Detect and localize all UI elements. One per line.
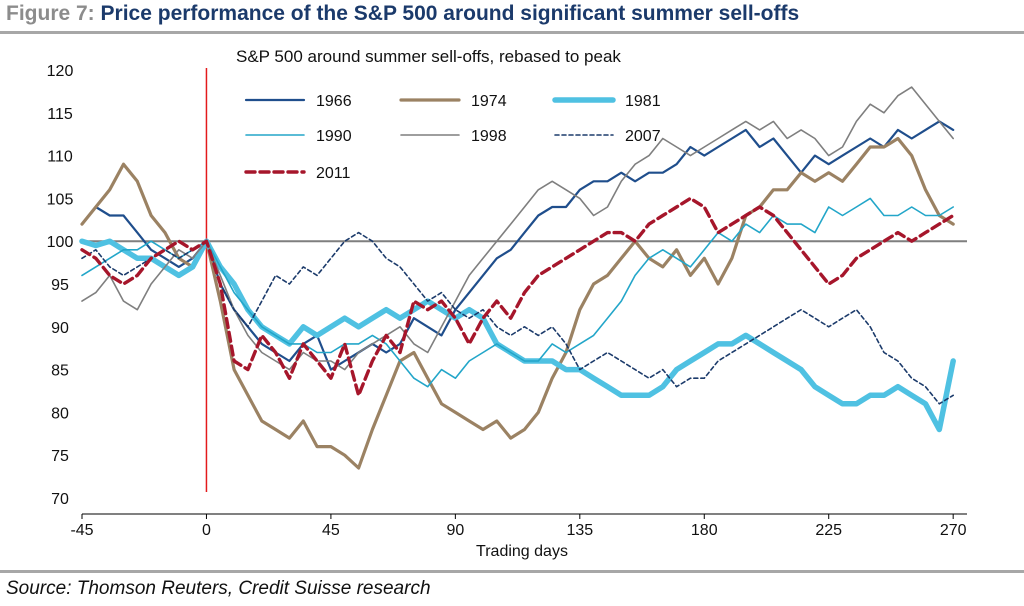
- series-line-1966: [80, 120, 955, 371]
- y-tick-label: 100: [47, 234, 74, 251]
- top-rule: [0, 31, 1024, 34]
- series-line-1990: [81, 197, 955, 388]
- y-tick-label: 110: [47, 149, 73, 166]
- x-tick-label: -45: [70, 522, 93, 539]
- legend-label-1974: 1974: [471, 93, 507, 110]
- legend-label-2011: 2011: [316, 165, 351, 182]
- legend-label-1990: 1990: [316, 128, 352, 145]
- y-tick-label: 70: [51, 491, 69, 508]
- series-line-2007: [81, 231, 955, 405]
- x-tick-label: 270: [940, 522, 967, 539]
- y-tick-label: 90: [51, 320, 69, 337]
- x-axis-label: Trading days: [476, 543, 568, 560]
- figure-number: Figure 7:: [6, 2, 95, 25]
- y-tick-label: 120: [47, 63, 74, 80]
- y-tick-label: 80: [51, 405, 69, 422]
- legend-label-2007: 2007: [625, 128, 661, 145]
- x-tick-label: 90: [446, 522, 464, 539]
- x-tick-label: 225: [815, 522, 842, 539]
- legend: 1966 1974 1981 1990 1998 2007 2011: [244, 93, 661, 182]
- x-tick-label: 135: [566, 522, 593, 539]
- legend-label-1981: 1981: [625, 93, 661, 110]
- series-line-1974: [80, 136, 955, 470]
- series-lines: [79, 86, 956, 470]
- source-note: Source: Thomson Reuters, Credit Suisse r…: [6, 578, 431, 599]
- legend-label-1998: 1998: [471, 128, 507, 145]
- series-line-2011: [80, 196, 955, 397]
- axes: 70 75 80 85 90 95 100 105 110 115 120 -45 0 45 90 135 18…: [47, 63, 967, 539]
- y-tick-label: 75: [51, 448, 69, 465]
- y-tick-label: 105: [47, 191, 74, 208]
- series-line-1998: [81, 86, 955, 371]
- figure-title: Figure 7: Price performance of the S&P 5…: [6, 2, 799, 26]
- chart-title: S&P 500 around summer sell-offs, rebased…: [236, 47, 621, 66]
- y-tick-label: 115: [47, 106, 73, 123]
- x-tick-label: 0: [202, 522, 211, 539]
- legend-label-1966: 1966: [316, 93, 352, 110]
- x-tick-label: 180: [691, 522, 718, 539]
- figure-title-text: Price performance of the S&P 500 around …: [100, 2, 800, 25]
- x-tick-label: 45: [322, 522, 340, 539]
- reference-lines: [82, 68, 967, 492]
- bottom-rule: [0, 570, 1024, 573]
- y-tick-label: 95: [51, 277, 69, 294]
- y-tick-label: 85: [51, 363, 69, 380]
